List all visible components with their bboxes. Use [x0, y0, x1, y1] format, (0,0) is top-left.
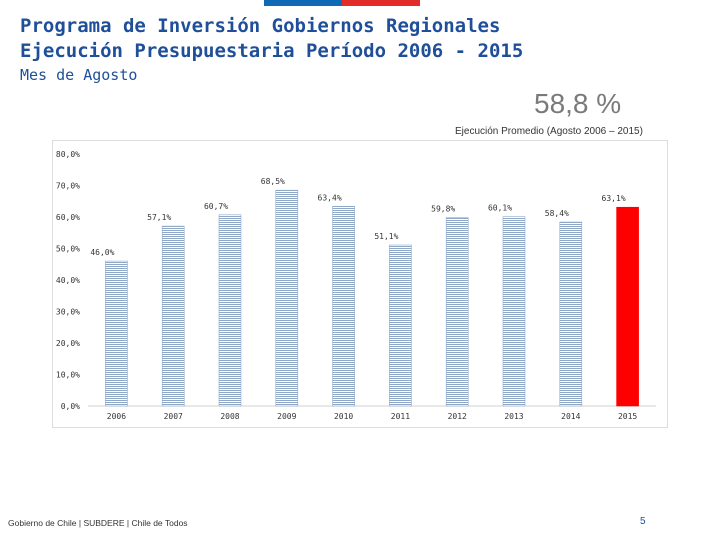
title-line-1: Programa de Inversión Gobiernos Regional…	[20, 15, 501, 37]
data-label: 58,4%	[545, 209, 569, 218]
bar	[616, 206, 639, 407]
bar	[332, 205, 355, 407]
data-label: 60,7%	[204, 202, 228, 211]
bar	[105, 260, 128, 407]
x-tick-label: 2012	[448, 412, 467, 421]
bar	[445, 217, 469, 407]
bar	[275, 189, 299, 407]
data-label: 63,1%	[602, 194, 626, 203]
x-tick-label: 2008	[220, 412, 239, 421]
y-tick-label: 60,0%	[56, 213, 80, 222]
data-label: 60,1%	[488, 204, 512, 213]
y-tick-label: 40,0%	[56, 276, 80, 285]
data-label: 68,5%	[261, 177, 285, 186]
footer-text: Gobierno de Chile | SUBDERE | Chile de T…	[8, 518, 188, 528]
x-tick-label: 2010	[334, 412, 353, 421]
data-label: 46,0%	[90, 248, 114, 257]
x-tick-label: 2013	[504, 412, 523, 421]
y-tick-label: 20,0%	[56, 339, 80, 348]
y-tick-label: 30,0%	[56, 308, 80, 317]
x-tick-label: 2007	[164, 412, 183, 421]
flag-red-stripe	[342, 0, 420, 6]
y-tick-label: 0,0%	[61, 402, 80, 411]
y-tick-label: 10,0%	[56, 371, 80, 380]
y-tick-label: 50,0%	[56, 245, 80, 254]
bar	[389, 244, 412, 407]
average-value: 58,8 %	[534, 88, 622, 119]
y-tick-label: 80,0%	[56, 150, 80, 159]
x-tick-label: 2009	[277, 412, 296, 421]
average-caption: Ejecución Promedio (Agosto 2006 – 2015)	[455, 126, 643, 137]
page-title: Programa de Inversión Gobiernos Regional…	[20, 14, 523, 64]
x-tick-label: 2006	[107, 412, 126, 421]
data-label: 59,8%	[431, 205, 455, 214]
page-number: 5	[640, 516, 646, 527]
x-tick-label: 2015	[618, 412, 637, 421]
title-line-2: Ejecución Presupuestaria Período 2006 - …	[20, 40, 524, 62]
flag-bar	[264, 0, 420, 6]
x-tick-label: 2014	[561, 412, 580, 421]
data-label: 63,4%	[318, 193, 342, 202]
chart-frame	[52, 140, 668, 428]
page-subtitle: Mes de Agosto	[20, 66, 138, 84]
bar	[161, 225, 185, 407]
data-label: 51,1%	[374, 232, 398, 241]
bar	[218, 214, 242, 407]
bar	[502, 216, 526, 407]
x-tick-label: 2011	[391, 412, 410, 421]
bar	[559, 221, 583, 407]
y-tick-label: 70,0%	[56, 182, 80, 191]
flag-blue-stripe	[264, 0, 342, 6]
data-label: 57,1%	[147, 213, 171, 222]
